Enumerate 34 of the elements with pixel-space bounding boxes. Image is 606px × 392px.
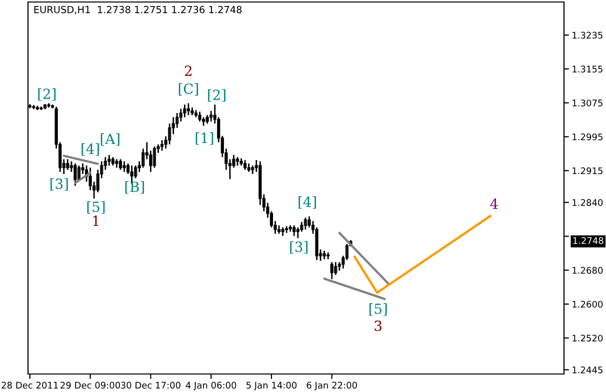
- annotation: [A]: [100, 133, 120, 146]
- x-tick-label: 6 Jan 22:00: [306, 382, 357, 390]
- annotation: [5]: [87, 201, 105, 214]
- y-tick-label: 1.2840: [572, 199, 603, 206]
- x-tick-label: 5 Jan 14:00: [246, 382, 297, 390]
- annotation: [C]: [178, 83, 198, 96]
- annotation: [2]: [208, 89, 226, 102]
- annotation: 3: [374, 320, 382, 332]
- y-tick-label: 1.2445: [572, 366, 602, 374]
- annotation: [4]: [82, 143, 99, 156]
- x-tick-label: 30 Dec 17:00: [121, 382, 180, 389]
- y-tick-label: 1.2915: [572, 167, 602, 174]
- chart-title: EURUSD,H1 1.2738 1.2751 1.2736 1.2748: [34, 6, 242, 14]
- annotation: [B]: [125, 181, 144, 194]
- x-tick-label: 28 Dec 2011: [2, 382, 58, 389]
- x-tick-label: 4 Jan 06:00: [186, 382, 236, 390]
- y-tick-label: 1.2520: [572, 334, 603, 342]
- y-tick-label: 1.2995: [572, 133, 602, 140]
- annotation: 4: [490, 198, 498, 209]
- y-tick-label: 1.2680: [572, 266, 603, 274]
- annotation: [4]: [298, 196, 316, 209]
- y-tick-label: 1.3235: [572, 32, 602, 39]
- annotation: [3]: [50, 178, 68, 191]
- annotation: [1]: [196, 132, 214, 145]
- annotation: 2: [184, 66, 192, 76]
- y-tick-label: 1.3155: [572, 66, 602, 72]
- annotation: [2]: [38, 88, 56, 101]
- annotation: [5]: [369, 303, 387, 316]
- annotation: 1: [93, 216, 98, 226]
- y-tick-label: 1.3075: [572, 100, 602, 106]
- x-tick-label: 29 Dec 09:00: [60, 382, 120, 389]
- text: 1.2748: [573, 237, 604, 244]
- y-tick-label: 1.2600: [572, 300, 603, 308]
- annotation: [3]: [290, 241, 308, 254]
